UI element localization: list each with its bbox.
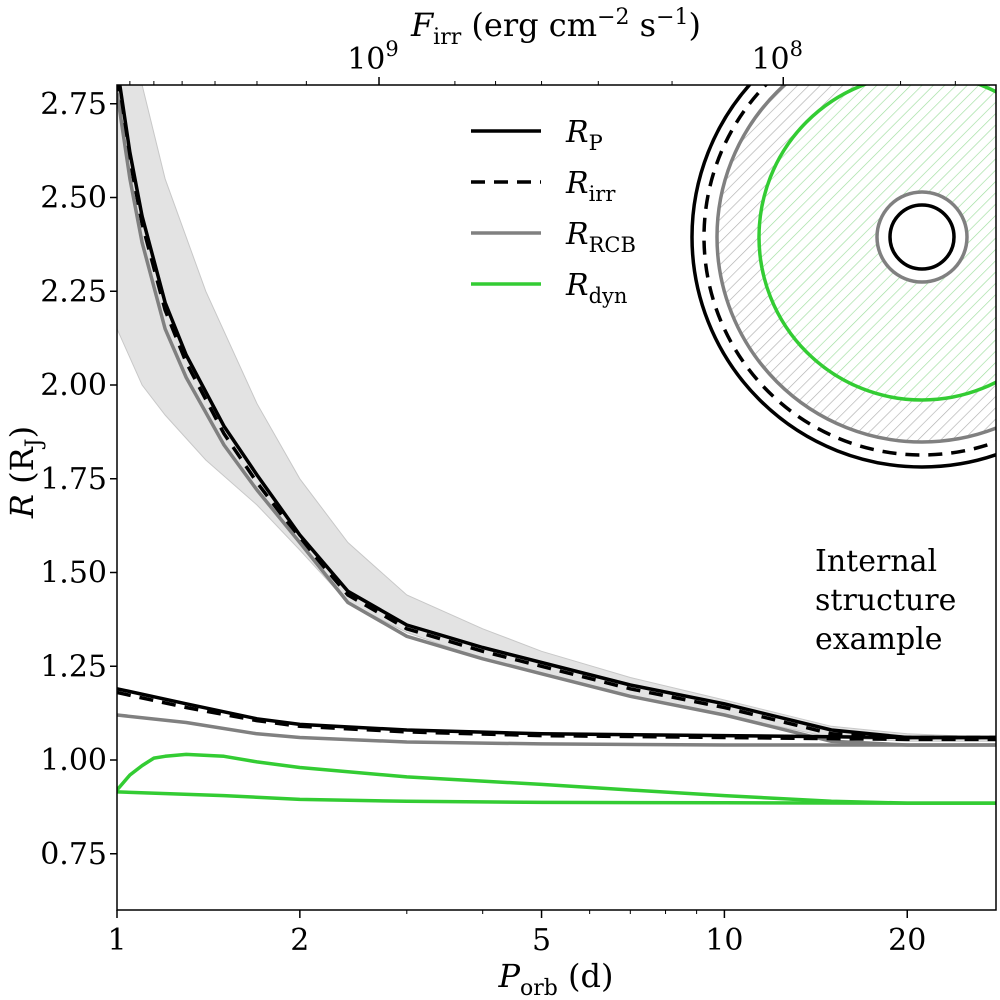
y-tick-label-4: 1.75 [40,462,107,497]
y-axis-label: R (RJ) [3,426,47,519]
x-axis-label: Porb (d) [497,957,613,1000]
annotation-line-1: Internal [815,544,937,579]
legend-label-RCB: RRCB [565,217,636,257]
annotation-line-3: example [815,622,943,657]
legend-label-dyn: Rdyn [565,268,627,308]
legend-label-irr: Rirr [565,166,616,206]
axes-frame [116,84,997,911]
y-tick-label-3: 1.50 [40,556,107,591]
legend: RP Rirr RRCB Rdyn [471,115,636,308]
y-tick-label-5: 2.00 [40,368,107,403]
series-line-3 [117,687,996,740]
y-tick-label-7: 2.50 [40,181,107,216]
x-tick-label-4: 20 [888,923,926,958]
y-tick-label-2: 1.25 [40,649,107,684]
y-tick-label-8: 2.75 [40,87,107,122]
top-tick-label-1: 108 [751,37,803,77]
x-tick-label-2: 5 [532,923,551,958]
structure-diagram [690,85,996,469]
x-tick-label-1: 2 [290,923,309,958]
y-tick-label-0: 0.75 [40,837,107,872]
top-tick-label-0: 109 [347,37,399,77]
legend-label-P: RP [565,115,603,155]
series-line-4 [117,690,996,742]
series-line-0 [118,85,996,740]
series-line-5 [117,713,996,747]
series-line-6 [117,752,996,805]
series-line-7 [117,790,996,805]
series-layer [117,85,996,805]
top-axis-label: Firr (erg cm−2 s−1) [410,5,701,50]
y-tick-label-1: 1.00 [40,743,107,778]
x-tick-label-3: 10 [705,923,743,958]
series-line-1 [117,85,996,740]
annotation-line-2: structure [815,583,956,618]
x-tick-label-0: 1 [107,923,126,958]
ticks-layer: 0.75 1.00 1.25 1.50 1.75 2.00 2.25 2.50 2.75 1 2 5 1… [40,37,956,958]
series-line-2 [117,92,996,747]
structure-core-rp-circle [888,203,956,271]
y-tick-label-6: 2.25 [40,274,107,309]
